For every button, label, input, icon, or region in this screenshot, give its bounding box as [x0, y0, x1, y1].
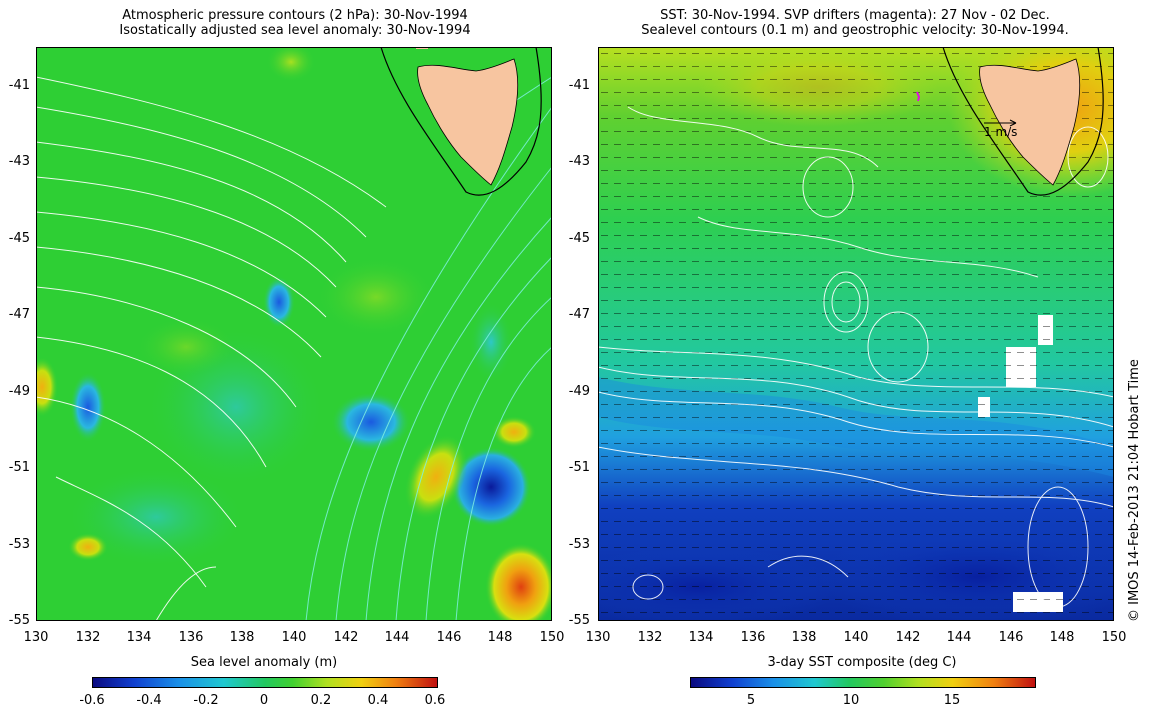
- lat-label-left: -43: [8, 154, 30, 169]
- sla-cyan-region: [66, 467, 246, 567]
- sla-colorbar-tick: -0.6: [79, 693, 105, 708]
- sla-colorbar-tick: 0.6: [424, 693, 446, 708]
- lon-label-right: 148: [1049, 630, 1075, 645]
- sst-map: 1 m/s: [598, 47, 1114, 621]
- lat-label-right: -55: [568, 613, 590, 628]
- lat-label-left: -45: [8, 231, 30, 246]
- sla-map: [36, 47, 552, 621]
- lon-label-left: 144: [384, 630, 410, 645]
- left-title-line2: Isostatically adjusted sea level anomaly…: [119, 23, 471, 38]
- lon-label-right: 150: [1101, 630, 1127, 645]
- sst-colorbar-title: 3-day SST composite (deg C): [767, 655, 957, 670]
- sea-level-contours: [598, 106, 1114, 608]
- pressure-contours: [36, 76, 387, 621]
- lat-label-left: -47: [8, 307, 30, 322]
- sla-high-eddy: [68, 533, 108, 561]
- sla-low-eddy: [70, 372, 106, 442]
- sla-high-eddy: [36, 357, 58, 417]
- lon-label-right: 146: [998, 630, 1024, 645]
- sst-tasmania-land: [979, 58, 1081, 186]
- sla-low-eddy: [331, 392, 411, 452]
- lat-label-right: -47: [568, 307, 590, 322]
- sla-lime-region: [266, 47, 316, 82]
- sla-high-eddy: [404, 434, 468, 520]
- sla-colorbar-tick: 0: [259, 693, 269, 708]
- sla-coast-shelf: [380, 47, 542, 196]
- lat-label-right: -43: [568, 154, 590, 169]
- lon-label-right: 142: [895, 630, 921, 645]
- lat-label-right: -49: [568, 384, 590, 399]
- sla-high-eddy: [492, 416, 536, 448]
- credit-text: © IMOS 14-Feb-2013 21:04 Hobart Time: [1127, 359, 1142, 622]
- sla-colorbar-title: Sea level anomaly (m): [190, 655, 338, 670]
- lat-label-left: -51: [8, 460, 30, 475]
- left-title-line1: Atmospheric pressure contours (2 hPa): 3…: [122, 8, 468, 23]
- lon-label-left: 146: [436, 630, 462, 645]
- drifter-track: [916, 91, 921, 102]
- sst-colorbar-tick: 10: [842, 693, 860, 708]
- right-title-line1: SST: 30-Nov-1994. SVP drifters (magenta)…: [660, 8, 1050, 23]
- lon-label-left: 140: [281, 630, 307, 645]
- lon-label-right: 136: [740, 630, 766, 645]
- sst-colorbar-tick: 5: [746, 693, 756, 708]
- right-title: SST: 30-Nov-1994. SVP drifters (magenta)…: [595, 8, 1115, 38]
- sla-low-eddy: [469, 302, 513, 382]
- sla-high-eddy: [485, 543, 552, 621]
- lon-label-right: 130: [585, 630, 611, 645]
- lon-label-left: 132: [75, 630, 101, 645]
- lat-label-left: -49: [8, 384, 30, 399]
- lon-label-left: 142: [333, 630, 359, 645]
- sla-low-eddy: [451, 447, 531, 527]
- lon-label-left: 150: [539, 630, 565, 645]
- sla-tasmania-land: [417, 58, 519, 186]
- sla-low-eddy: [263, 276, 295, 328]
- lon-label-left: 136: [178, 630, 204, 645]
- lon-label-right: 138: [791, 630, 817, 645]
- lon-label-left: 138: [229, 630, 255, 645]
- lon-label-right: 144: [946, 630, 972, 645]
- lat-label-left: -41: [8, 78, 30, 93]
- left-title: Atmospheric pressure contours (2 hPa): 3…: [60, 8, 530, 38]
- lat-label-right: -45: [568, 231, 590, 246]
- sla-lime-region: [136, 317, 236, 377]
- sla-colorbar-tick: 0.2: [310, 693, 332, 708]
- lat-label-right: -41: [568, 78, 590, 93]
- lon-label-right: 140: [843, 630, 869, 645]
- sst-coast-shelf: [942, 47, 1104, 196]
- sla-colorbar-tick: -0.2: [193, 693, 219, 708]
- velocity-scale-label: 1 m/s: [984, 125, 1018, 139]
- lat-label-left: -55: [8, 613, 30, 628]
- lon-label-left: 130: [23, 630, 49, 645]
- lat-label-left: -53: [8, 537, 30, 552]
- sla-colorbar-tick: 0.4: [367, 693, 389, 708]
- lat-label-right: -53: [568, 537, 590, 552]
- right-title-line2: Sealevel contours (0.1 m) and geostrophi…: [641, 23, 1069, 38]
- sst-colorbar: [690, 677, 1036, 688]
- sst-colorbar-tick: 15: [943, 693, 961, 708]
- sla-lime-region: [316, 257, 436, 337]
- pressure-contours-cyan: [305, 76, 552, 621]
- lon-label-right: 134: [688, 630, 714, 645]
- lon-label-right: 132: [637, 630, 663, 645]
- sla-colorbar: [92, 677, 438, 688]
- lon-label-left: 134: [126, 630, 152, 645]
- lon-label-left: 148: [487, 630, 513, 645]
- lat-label-right: -51: [568, 460, 590, 475]
- sla-colorbar-tick: -0.4: [136, 693, 162, 708]
